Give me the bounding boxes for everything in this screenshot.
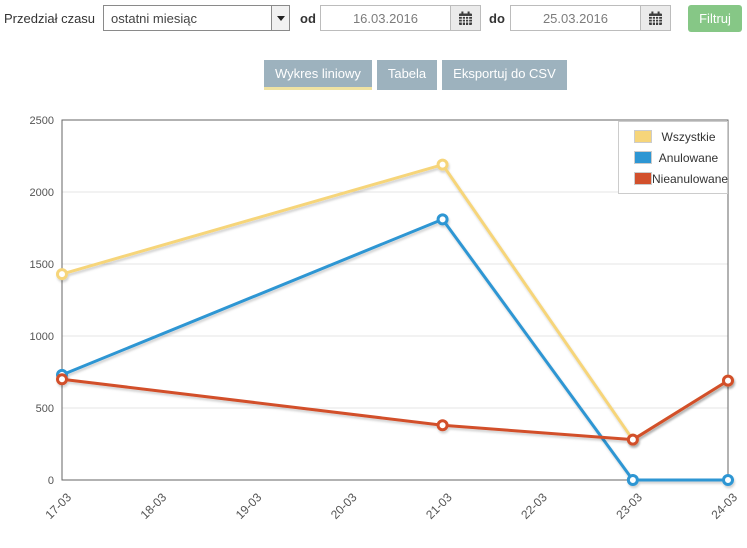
from-date-calendar-button[interactable] <box>450 5 481 31</box>
calendar-icon <box>459 11 472 25</box>
svg-text:19-03: 19-03 <box>233 490 265 522</box>
svg-text:500: 500 <box>36 403 54 415</box>
legend-label: Wszystkie <box>661 129 716 144</box>
to-date-group <box>510 5 671 31</box>
legend-swatch-yellow <box>634 130 652 143</box>
filter-button[interactable]: Filtruj <box>688 5 742 32</box>
legend-item-anulowane: Anulowane <box>619 147 727 168</box>
from-date-group <box>320 5 481 31</box>
legend-label: Anulowane <box>658 150 719 165</box>
to-date-input[interactable] <box>510 5 640 31</box>
svg-text:24-03: 24-03 <box>709 490 741 522</box>
time-range-label: Przedział czasu <box>4 11 96 26</box>
to-label: do <box>489 11 505 26</box>
view-toolbar: Wykres liniowy Tabela Eksportuj do CSV <box>264 60 567 90</box>
chart-legend: Wszystkie Anulowane Nieanulowane <box>618 121 728 194</box>
to-date-calendar-button[interactable] <box>640 5 671 31</box>
svg-text:23-03: 23-03 <box>613 490 645 522</box>
svg-text:1500: 1500 <box>30 259 54 271</box>
legend-item-nieanulowane: Nieanulowane <box>619 168 729 189</box>
svg-text:21-03: 21-03 <box>423 490 455 522</box>
svg-text:17-03: 17-03 <box>43 490 75 522</box>
legend-swatch-red <box>634 172 652 185</box>
export-csv-button[interactable]: Eksportuj do CSV <box>442 60 567 90</box>
legend-item-wszystkie: Wszystkie <box>619 126 727 147</box>
svg-text:0: 0 <box>48 475 54 487</box>
svg-text:22-03: 22-03 <box>518 490 550 522</box>
legend-label: Nieanulowane <box>652 171 729 186</box>
legend-swatch-blue <box>634 151 652 164</box>
from-label: od <box>300 11 316 26</box>
time-range-select[interactable]: ostatni miesiąc <box>103 5 290 31</box>
calendar-icon <box>649 11 662 25</box>
svg-text:20-03: 20-03 <box>328 490 360 522</box>
filter-bar: Przedział czasu ostatni miesiąc od <box>0 0 747 40</box>
tab-table[interactable]: Tabela <box>376 60 438 90</box>
svg-text:18-03: 18-03 <box>138 490 170 522</box>
svg-text:2500: 2500 <box>30 115 54 127</box>
tab-line-chart[interactable]: Wykres liniowy <box>264 60 372 90</box>
svg-text:2000: 2000 <box>30 187 54 199</box>
from-date-input[interactable] <box>320 5 450 31</box>
svg-text:1000: 1000 <box>30 331 54 343</box>
